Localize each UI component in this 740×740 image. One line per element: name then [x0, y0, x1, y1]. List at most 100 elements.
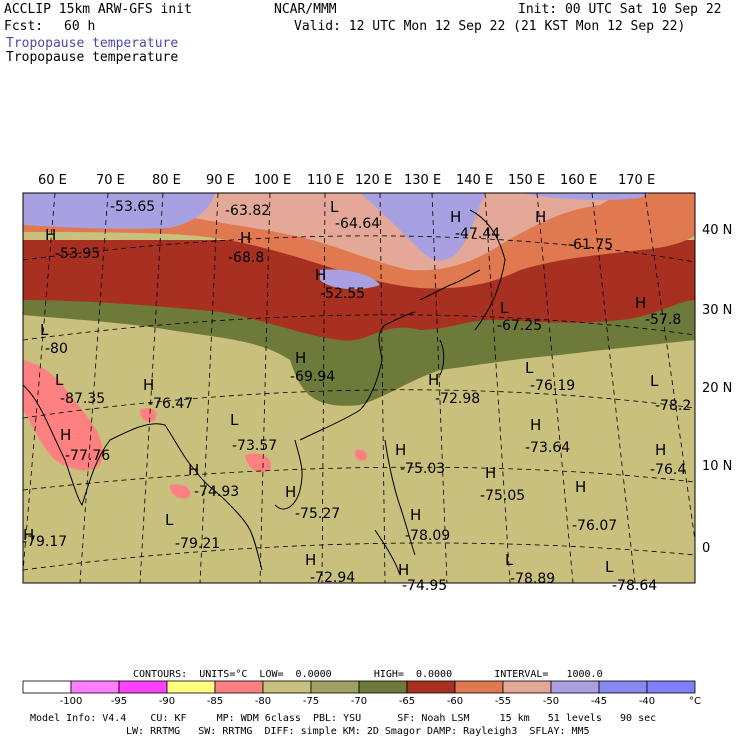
- high-marker: H: [635, 294, 646, 312]
- temperature-value: -78.64: [612, 578, 657, 594]
- field-purple-ne: [520, 193, 650, 201]
- valid-time: Valid: 12 UTC Mon 12 Sep 22 (21 KST Mon …: [294, 19, 686, 34]
- high-marker: H: [655, 441, 666, 459]
- temperature-value: -67.25: [497, 318, 542, 334]
- temperature-value: -76.4: [650, 462, 686, 478]
- colorbar-swatch: [502, 680, 552, 694]
- temperature-value: -73.64: [525, 440, 570, 456]
- temperature-value: -76.47: [148, 396, 193, 412]
- longitude-label: 120 E: [355, 173, 392, 188]
- temperature-value: -72.98: [435, 391, 480, 407]
- high-marker: H: [188, 461, 199, 479]
- high-marker: H: [530, 416, 541, 434]
- lat-lon-grid: [23, 193, 695, 583]
- colorbar-label: -85: [207, 696, 223, 707]
- init-time: Init: 00 UTC Sat 10 Sep 22: [518, 2, 722, 17]
- model-info-line1: Model Info: V4.4 CU: KF MP: WDM 6class P…: [30, 713, 657, 724]
- high-marker: H: [45, 226, 56, 244]
- temperature-value: -78.2: [655, 398, 691, 414]
- coastlines: [23, 209, 506, 576]
- colorbar-swatch: [550, 680, 600, 694]
- low-marker: L: [230, 411, 239, 429]
- temperature-value: -76.07: [572, 518, 617, 534]
- colorbar-label: -55: [495, 696, 511, 707]
- temperature-value: -87.35: [60, 391, 105, 407]
- colorbar-swatch: [454, 680, 504, 694]
- temperature-value: -80: [45, 341, 68, 357]
- longitude-label: 110 E: [307, 173, 344, 188]
- forecast-hours: 60 h: [64, 19, 96, 34]
- longitude-label: 130 E: [404, 173, 441, 188]
- temperature-value: -75.27: [295, 506, 340, 522]
- colorbar-label: -90: [159, 696, 175, 707]
- organization-label: NCAR/MMM: [274, 2, 337, 17]
- field-salmon-india: [23, 360, 103, 471]
- colorbar-label: -75: [303, 696, 319, 707]
- low-marker: L: [165, 511, 174, 529]
- temperature-value: -75.03: [400, 461, 445, 477]
- temperature-value: -77.76: [65, 448, 110, 464]
- longitude-label: 140 E: [456, 173, 493, 188]
- colorbar-label: -95: [111, 696, 127, 707]
- latitude-label: 30 N: [702, 303, 732, 318]
- high-marker: H: [575, 478, 586, 496]
- latitude-label: 40 N: [702, 223, 732, 238]
- temperature-value: -57.8: [645, 312, 681, 328]
- high-marker: H: [60, 426, 71, 444]
- colorbar-label: -100: [60, 696, 83, 707]
- longitude-label: 60 E: [38, 173, 67, 188]
- field-title: Tropopause temperature: [6, 36, 179, 51]
- temperature-value: -69.94: [290, 369, 335, 385]
- low-marker: L: [55, 371, 64, 389]
- colorbar-swatch: [22, 680, 72, 694]
- temperature-value: -79.21: [175, 536, 220, 552]
- colorbar-label: -50: [543, 696, 559, 707]
- temperature-value: -72.94: [310, 570, 355, 586]
- temperature-value: -53.65: [110, 199, 155, 215]
- colorbar: -100 -95 -90 -85 -80 -75 -70 -65 -60 -55 -50 -45 -40…: [22, 680, 701, 707]
- latitude-label: 20 N: [702, 381, 732, 396]
- colorbar-label: -80: [255, 696, 271, 707]
- colorbar-label: -60: [447, 696, 463, 707]
- temperature-value: -78.09: [405, 528, 450, 544]
- shaded-field: [23, 193, 695, 583]
- contours-info: CONTOURS: UNITS=°C LOW= 0.0000 HIGH= 0.0…: [133, 669, 603, 680]
- high-marker: H: [395, 441, 406, 459]
- high-marker: H: [410, 506, 421, 524]
- temperature-value: -74.95: [402, 578, 447, 594]
- high-marker: H: [535, 208, 546, 226]
- temperature-value: -68.8: [228, 250, 264, 266]
- map-frame: [22, 192, 696, 584]
- colorbar-unit: °C: [689, 696, 701, 707]
- low-marker: L: [505, 551, 514, 569]
- field-salmon-patch-1: [140, 408, 157, 422]
- temperature-value: -73.57: [232, 438, 277, 454]
- field-salmon-patch-4: [354, 449, 367, 461]
- field-purple-center: [320, 269, 380, 290]
- colorbar-swatch: [118, 680, 168, 694]
- field-salmon-patch-2: [245, 453, 271, 473]
- high-marker: H: [305, 551, 316, 569]
- low-marker: L: [605, 558, 614, 576]
- colorbar-swatch: [262, 680, 312, 694]
- field-purple-north: [360, 193, 485, 261]
- low-marker: L: [330, 198, 339, 216]
- longitude-label: 100 E: [254, 173, 291, 188]
- high-marker: H: [315, 266, 326, 284]
- temperature-value: -61.75: [568, 237, 613, 253]
- high-marker: H: [450, 208, 461, 226]
- model-info-line2: LW: RRTMG SW: RRTMG DIFF: simple KM: 2D …: [126, 726, 590, 737]
- longitude-label: 170 E: [618, 173, 655, 188]
- temperature-value: -74.93: [194, 484, 239, 500]
- colorbar-label: -40: [639, 696, 655, 707]
- longitude-label: 70 E: [96, 173, 125, 188]
- colorbar-swatch: [646, 680, 696, 694]
- forecast-label: Fcst:: [4, 19, 44, 34]
- colorbar-swatch: [70, 680, 120, 694]
- colorbar-label: -65: [399, 696, 415, 707]
- colorbar-label: -70: [351, 696, 367, 707]
- field-salmon-patch-3: [170, 484, 191, 499]
- latitude-label: 10 N: [702, 459, 732, 474]
- high-marker: H: [398, 561, 409, 579]
